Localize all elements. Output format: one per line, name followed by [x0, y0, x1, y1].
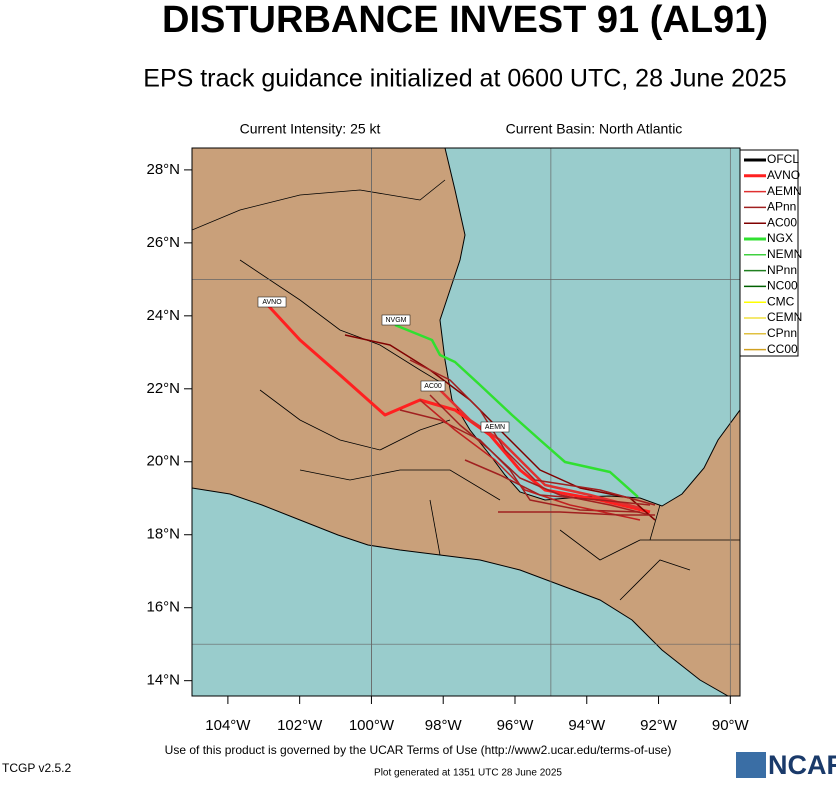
- track-label: AEMN: [485, 424, 505, 431]
- legend-label: NC00: [767, 279, 798, 293]
- grid: [192, 148, 740, 696]
- title: DISTURBANCE INVEST 91 (AL91): [162, 0, 768, 41]
- legend-label: NGX: [767, 231, 793, 245]
- basin: Current Basin: North Atlantic: [506, 121, 683, 137]
- y-tick-label: 20°N: [146, 453, 180, 470]
- track-label: AC00: [424, 383, 442, 390]
- track-label: NVGM: [386, 317, 407, 324]
- legend-label: AEMN: [767, 184, 802, 198]
- logo: NCAR: [768, 750, 836, 780]
- land: [192, 148, 740, 696]
- x-tick-label: 98°W: [425, 717, 463, 734]
- intensity: Current Intensity: 25 kt: [240, 121, 381, 137]
- y-tick-label: 22°N: [146, 380, 180, 397]
- x-tick-label: 102°W: [277, 717, 323, 734]
- y-tick-label: 28°N: [146, 161, 180, 178]
- legend-label: OFCL: [767, 152, 799, 166]
- x-tick-label: 94°W: [568, 717, 606, 734]
- legend-label: CMC: [767, 294, 795, 308]
- track-label: AVNO: [262, 299, 282, 306]
- x-tick-label: 92°W: [640, 717, 678, 734]
- legend-label: AVNO: [767, 168, 800, 182]
- legend: [739, 149, 799, 357]
- map: AVNO NVGM AC00 AEMN: [192, 148, 740, 696]
- legend-label: NEMN: [767, 247, 802, 261]
- y-tick-label: 18°N: [146, 526, 180, 543]
- generated: Plot generated at 1351 UTC 28 June 2025: [374, 768, 562, 779]
- borders: [192, 179, 740, 601]
- x-tick-label: 90°W: [712, 717, 750, 734]
- x-tick-label: 104°W: [205, 717, 251, 734]
- x-tick-label: 96°W: [497, 717, 535, 734]
- ticks: 104°W 102°W 100°W 98°W 96°W 94°W 92°W 90°W 28°N 2…: [146, 161, 749, 734]
- y-tick-label: 16°N: [146, 599, 180, 616]
- track-labels: AVNO NVGM AC00 AEMN: [257, 296, 510, 433]
- y-tick-label: 24°N: [146, 307, 180, 324]
- version: TCGP v2.5.2: [2, 761, 71, 775]
- legend-label: CPnn: [767, 326, 797, 340]
- legend-label: NPnn: [767, 263, 797, 277]
- logo-mark: [736, 752, 766, 778]
- legend-label: CC00: [767, 342, 798, 356]
- y-tick-label: 14°N: [146, 672, 180, 689]
- y-tick-label: 26°N: [146, 234, 180, 251]
- tracks: [261, 298, 656, 521]
- terms: Use of this product is governed by the U…: [165, 743, 672, 757]
- legend-label: AC00: [767, 215, 797, 229]
- x-tick-label: 100°W: [349, 717, 395, 734]
- map-frame: [191, 147, 741, 697]
- legend-label: CEMN: [767, 310, 802, 324]
- subtitle: EPS track guidance initialized at 0600 U…: [143, 65, 786, 93]
- legend-label: APnn: [767, 200, 796, 214]
